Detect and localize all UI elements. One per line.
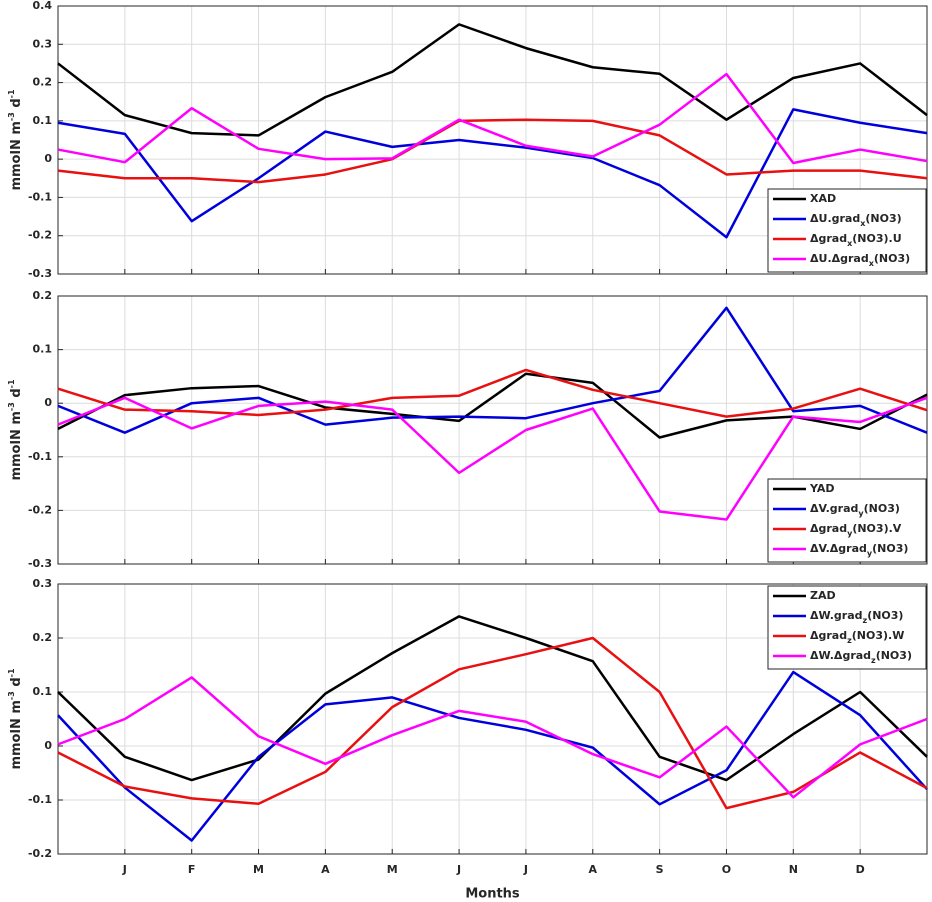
y-tick-label: 0 (44, 739, 52, 752)
legend-label: ΔW.gradz(NO3) (810, 609, 903, 625)
series-line (57, 615, 928, 782)
x-tick-label: J (122, 863, 127, 876)
y-tick-label: -0.1 (28, 190, 52, 203)
x-tick-label: N (789, 863, 798, 876)
axes-box (57, 295, 928, 565)
subplot: J F M A M J J A S O N D -0.2 -0.1 0 0.1 0.2 0.3 mmolN m-3 … (7, 577, 928, 902)
legend-label: XAD (810, 192, 836, 205)
series-line (57, 72, 928, 165)
y-tick-label: 0.3 (33, 37, 53, 50)
y-tick-label: 0.1 (33, 114, 53, 127)
y-tick-label: -0.2 (28, 847, 52, 860)
x-tick-label: J (456, 863, 461, 876)
series-line (57, 676, 928, 799)
y-tick-label: 0.3 (33, 577, 53, 590)
legend-label: ΔV.grady(NO3) (810, 502, 900, 518)
legend: ZAD ΔW.gradz(NO3) Δgradz(NO3).W ΔW.Δgradz(N… (767, 585, 927, 670)
legend-label: Δgradz(NO3).W (810, 629, 904, 645)
legend-label: Δgrady(NO3).V (810, 522, 902, 538)
y-axis-label: mmolN m-3 d-1 (7, 89, 24, 190)
series-line (57, 636, 928, 810)
y-tick-label: -0.2 (28, 503, 52, 516)
y-tick-label: 0.1 (33, 343, 53, 356)
series-line (57, 306, 928, 434)
series-line (57, 118, 928, 184)
legend-label: YAD (809, 482, 835, 495)
x-tick-label: M (253, 863, 264, 876)
series-line (57, 108, 928, 239)
series-line (57, 23, 928, 137)
y-tick-label: -0.3 (28, 267, 52, 280)
legend-label: ΔU.gradx(NO3) (810, 212, 902, 228)
x-tick-label: J (523, 863, 528, 876)
legend: YAD ΔV.grady(NO3) Δgrady(NO3).V ΔV.Δgrady(N… (767, 478, 927, 563)
x-tick-label: D (856, 863, 865, 876)
legend-label: ΔV.Δgrady(NO3) (810, 542, 908, 558)
x-tick-label: F (188, 863, 196, 876)
y-tick-label: -0.3 (28, 557, 52, 570)
x-axis-label: Months (465, 887, 520, 902)
y-tick-label: -0.1 (28, 793, 52, 806)
series-line (57, 670, 928, 842)
series-line (57, 372, 928, 439)
y-tick-label: 0 (44, 396, 52, 409)
legend-label: ZAD (810, 589, 836, 602)
x-tick-label: S (656, 863, 664, 876)
y-tick-label: 0.2 (33, 631, 53, 644)
x-tick-label: M (387, 863, 398, 876)
y-tick-label: 0.4 (33, 0, 53, 12)
y-tick-label: 0.2 (33, 289, 53, 302)
legend-label: ΔW.Δgradz(NO3) (810, 649, 912, 665)
legend-label: ΔU.Δgradx(NO3) (810, 252, 910, 268)
series-line (57, 396, 928, 521)
y-tick-label: 0.2 (33, 76, 53, 89)
subplot: -0.3 -0.2 -0.1 0 0.1 0.2 mmolN m-3 d-1 YAD ΔV.gr… (7, 289, 928, 570)
x-tick-label: A (589, 863, 598, 876)
x-tick-label: A (321, 863, 330, 876)
subplot: -0.3 -0.2 -0.1 0 0.1 0.2 0.3 0.4 mmolN m-3 d-1 XA… (7, 0, 928, 280)
y-tick-label: 0 (44, 152, 52, 165)
legend-label: Δgradx(NO3).U (810, 232, 902, 248)
y-axis-label: mmolN m-3 d-1 (7, 668, 24, 769)
y-tick-label: -0.1 (28, 450, 52, 463)
y-tick-label: 0.1 (33, 685, 53, 698)
axes-box (57, 5, 928, 275)
y-axis-label: mmolN m-3 d-1 (7, 379, 24, 480)
x-tick-label: O (722, 863, 731, 876)
y-tick-label: -0.2 (28, 229, 52, 242)
legend: XAD ΔU.gradx(NO3) Δgradx(NO3).U ΔU.Δgradx(N… (767, 188, 927, 273)
series-line (57, 368, 928, 418)
